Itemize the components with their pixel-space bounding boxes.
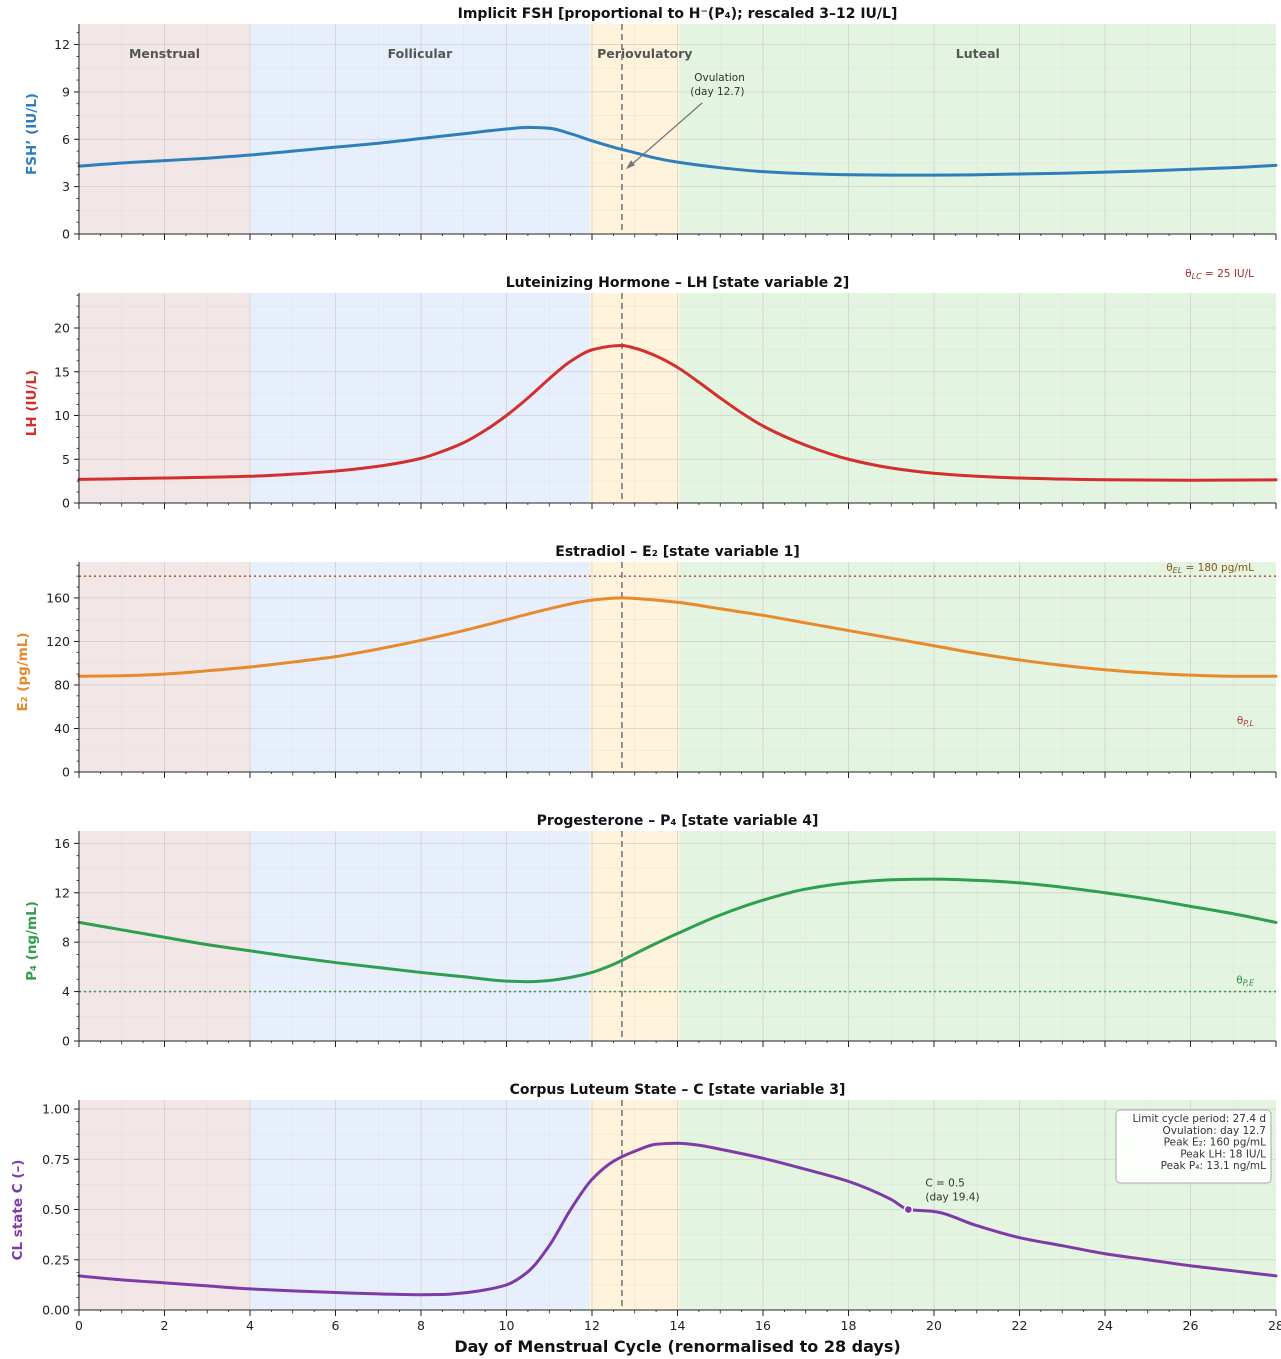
ovulation-annotation-line2: (day 12.7) [690,86,744,98]
x-axis-title: Day of Menstrual Cycle (renormalised to … [454,1337,900,1356]
ovulation-arrow-head [625,160,635,170]
phase-band-follicular [250,562,590,772]
summary-line: Limit cycle period: 27.4 d [1132,1113,1266,1125]
summary-box [1115,1109,1272,1184]
y-tick-label: 120 [46,634,70,649]
panel-2: 0 5 10 15 20 Luteinizing Hormone – LH [state … [24,268,1278,511]
summary-line: Peak E₂: 160 pg/mL [1164,1137,1266,1149]
phase-label-periovulatory: Periovulatory [597,46,692,61]
y-tick-label: 10 [54,408,70,423]
y-tick-label: 8 [62,935,70,950]
y-tick-label: 0 [62,496,70,511]
x-tick-label: 26 [1183,1318,1199,1333]
threshold-label-el: θEL = 180 pg/mL [1166,562,1254,575]
c-half-label-line1: C = 0.5 [925,1178,965,1190]
phase-band-luteal [679,293,1276,503]
y-tick-label: 20 [54,321,70,336]
panel-title: Progesterone – P₄ [state variable 4] [537,813,819,829]
y-tick-label: 0 [62,1034,70,1049]
x-tick-label: 14 [670,1318,686,1333]
ovulation-annotation-line1: Ovulation [694,72,745,84]
y-tick-label: 16 [54,836,70,851]
summary-line: Peak LH: 18 IU/L [1180,1148,1266,1160]
series-line [77,1141,1278,1297]
x-tick-label: 18 [841,1318,857,1333]
y-tick-label: 0.50 [42,1202,70,1217]
panel-1: Menstrual Follicular Periovulatory Luteal 0 3… [24,6,1278,242]
panel-title: Estradiol – E₂ [state variable 1] [555,544,799,560]
phase-label-luteal: Luteal [956,46,1000,61]
x-tick-label: 8 [417,1318,425,1333]
x-tick-label: 10 [499,1318,515,1333]
y-tick-label: 9 [62,84,70,99]
panel-title: Corpus Luteum State – C [state variable … [510,1082,846,1098]
y-tick-label: 0 [62,765,70,780]
threshold-label-pe: θP,E [1236,975,1255,988]
ovulation-arrow-shaft [631,102,703,165]
phase-band-luteal [679,562,1276,772]
phase-band-follicular [250,1100,590,1310]
x-tick-label: 28 [1268,1318,1281,1333]
y-tick-label: 1.00 [42,1102,70,1117]
x-tick-label: 2 [161,1318,169,1333]
y-tick-label: 15 [54,364,70,379]
phase-band-follicular [250,831,590,1041]
panel-3: 0 40 80 120 160 Estradiol – E₂ [state variabl… [15,544,1278,780]
summary-line: Peak P₄: 13.1 ng/mL [1161,1160,1266,1172]
y-tick-label: 40 [54,721,70,736]
phase-label-menstrual: Menstrual [129,46,200,61]
y-tick-label: 80 [54,677,70,692]
y-tick-label: 0 [62,227,70,242]
c-half-marker [903,1204,914,1215]
series-line [77,596,1278,678]
y-tick-label: 5 [62,452,70,467]
series-line [77,877,1278,984]
threshold-label-pl: θP,L [1237,715,1254,728]
y-tick-label: 0.75 [42,1152,70,1167]
series-line [77,344,1278,482]
phase-band-luteal [679,24,1276,234]
y-axis-label: LH (IU/L) [24,370,40,436]
y-axis-label: CL state C (–) [10,1160,26,1261]
x-tick-label: 16 [755,1318,771,1333]
panel-title: Implicit FSH [proportional to H⁻(P₄); re… [458,6,898,22]
series-line [77,125,1278,177]
phase-band-follicular [250,293,590,503]
phase-band-follicular [250,24,590,234]
y-tick-label: 6 [62,132,70,147]
phase-band-luteal [679,831,1276,1041]
x-tick-label: 24 [1097,1318,1113,1333]
x-tick-label: 4 [246,1318,254,1333]
panel-title: Luteinizing Hormone – LH [state variable… [506,275,850,291]
x-tick-label: 12 [584,1318,600,1333]
y-tick-label: 12 [54,885,70,900]
panel-4: 0 4 8 12 16 Progesterone – P₄ [state variable… [24,813,1278,1049]
phase-label-follicular: Follicular [388,46,454,61]
y-tick-label: 3 [62,179,70,194]
summary-line: Ovulation: day 12.7 [1162,1125,1266,1137]
y-axis-label: FSH’ (IU/L) [24,93,40,175]
y-axis-label: E₂ (pg/mL) [15,632,31,711]
threshold-label-lc: θLC = 25 IU/L [1185,268,1254,281]
y-tick-label: 160 [46,590,70,605]
x-tick-label: 20 [926,1318,942,1333]
y-tick-label: 0.00 [42,1303,70,1318]
panel-5: 0.000.250.500.751.000 2 4 6 8 10 12 14 16 18 20 22 2… [10,1082,1281,1333]
y-tick-label: 0.25 [42,1252,70,1267]
x-tick-label: 6 [332,1318,340,1333]
y-tick-label: 12 [54,37,70,52]
x-tick-label: 22 [1012,1318,1028,1333]
c-half-label-line2: (day 19.4) [925,1192,979,1204]
y-tick-label: 4 [62,984,70,999]
y-axis-label: P₄ (ng/mL) [24,901,40,981]
x-tick-label: 0 [75,1318,83,1333]
